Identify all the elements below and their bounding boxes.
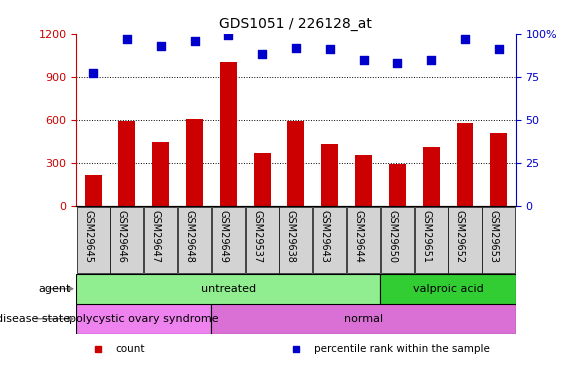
Bar: [423, 147, 440, 206]
Text: GSM29650: GSM29650: [387, 210, 397, 262]
Point: [460, 36, 469, 42]
Text: GSM29643: GSM29643: [320, 210, 330, 262]
Point: [291, 45, 301, 51]
Text: GSM29653: GSM29653: [489, 210, 499, 262]
FancyBboxPatch shape: [280, 207, 312, 273]
Text: percentile rank within the sample: percentile rank within the sample: [314, 344, 489, 354]
FancyBboxPatch shape: [77, 207, 110, 273]
Bar: [288, 122, 304, 206]
Point: [359, 57, 368, 63]
FancyBboxPatch shape: [110, 207, 144, 273]
Bar: [321, 144, 338, 206]
FancyBboxPatch shape: [380, 274, 516, 304]
FancyBboxPatch shape: [212, 304, 516, 334]
FancyBboxPatch shape: [144, 207, 178, 273]
FancyBboxPatch shape: [482, 207, 515, 273]
Point: [494, 46, 503, 52]
FancyBboxPatch shape: [415, 207, 448, 273]
FancyBboxPatch shape: [347, 207, 380, 273]
FancyBboxPatch shape: [76, 274, 380, 304]
Text: GSM29649: GSM29649: [219, 210, 229, 262]
Text: GSM29651: GSM29651: [421, 210, 431, 262]
FancyBboxPatch shape: [76, 304, 212, 334]
Point: [122, 36, 132, 42]
FancyBboxPatch shape: [381, 207, 414, 273]
Bar: [456, 123, 473, 206]
Point: [257, 51, 267, 57]
Text: polycystic ovary syndrome: polycystic ovary syndrome: [69, 314, 219, 324]
Text: GSM29537: GSM29537: [252, 210, 262, 263]
Point: [393, 60, 402, 66]
Bar: [186, 118, 203, 206]
Text: GSM29648: GSM29648: [185, 210, 195, 262]
Text: GSM29645: GSM29645: [83, 210, 93, 262]
FancyBboxPatch shape: [178, 207, 211, 273]
Text: untreated: untreated: [201, 284, 256, 294]
Text: GSM29644: GSM29644: [353, 210, 363, 262]
Text: valproic acid: valproic acid: [413, 284, 483, 294]
Point: [427, 57, 436, 63]
Point: [325, 46, 335, 52]
Text: count: count: [116, 344, 145, 354]
Text: GSM29647: GSM29647: [151, 210, 161, 262]
Point: [88, 70, 98, 76]
FancyBboxPatch shape: [246, 207, 279, 273]
Text: GSM29646: GSM29646: [117, 210, 127, 262]
Bar: [490, 133, 507, 206]
Point: [190, 38, 199, 44]
Bar: [389, 164, 406, 206]
Bar: [254, 153, 271, 206]
Text: normal: normal: [344, 314, 383, 324]
Text: GSM29638: GSM29638: [286, 210, 296, 262]
FancyBboxPatch shape: [313, 207, 346, 273]
Title: GDS1051 / 226128_at: GDS1051 / 226128_at: [220, 17, 372, 32]
Bar: [220, 63, 237, 206]
FancyBboxPatch shape: [448, 207, 482, 273]
Bar: [84, 176, 101, 206]
Text: GSM29652: GSM29652: [455, 210, 465, 263]
Text: disease state: disease state: [0, 314, 70, 324]
Text: agent: agent: [38, 284, 70, 294]
FancyBboxPatch shape: [212, 207, 245, 273]
Point: [224, 33, 233, 39]
Bar: [152, 142, 169, 206]
Bar: [118, 122, 135, 206]
Bar: [355, 155, 372, 206]
Point: [156, 43, 165, 49]
